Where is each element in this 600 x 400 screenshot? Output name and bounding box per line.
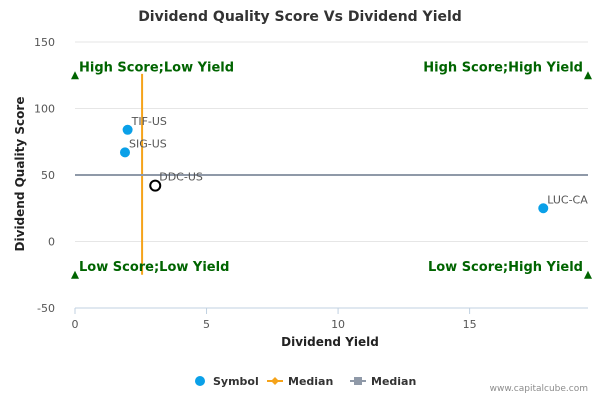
footer-credit: www.capitalcube.com bbox=[489, 384, 588, 394]
chart-title: Dividend Quality Score Vs Dividend Yield bbox=[138, 9, 462, 25]
data-point-luc-ca bbox=[538, 203, 549, 214]
x-tick-label: 10 bbox=[331, 318, 345, 331]
data-point-sig-us bbox=[119, 147, 130, 158]
legend-diamond-marker bbox=[271, 377, 279, 385]
y-tick-label: 50 bbox=[41, 169, 55, 182]
quadrant-label: High Score;Low Yield bbox=[79, 60, 234, 75]
point-label: SIG-US bbox=[129, 137, 167, 150]
quadrant-marker bbox=[71, 270, 79, 279]
point-label: LUC-CA bbox=[547, 193, 588, 206]
y-tick-label: 0 bbox=[48, 236, 55, 249]
quadrant-label: High Score;High Yield bbox=[423, 60, 583, 75]
quadrant-marker bbox=[584, 71, 592, 80]
quadrant-marker bbox=[584, 270, 592, 279]
x-axis-label: Dividend Yield bbox=[281, 335, 379, 349]
quadrant-label: Low Score;High Yield bbox=[428, 260, 583, 275]
y-axis-label: Dividend Quality Score bbox=[13, 97, 27, 252]
quadrant-marker bbox=[71, 71, 79, 80]
plot-area: -50 0 50 100 150 0 5 10 15 High Score;Low Yield Hi… bbox=[34, 36, 592, 331]
data-point-tif-us bbox=[122, 124, 133, 135]
y-tick-label: -50 bbox=[37, 302, 55, 315]
x-tick-label: 5 bbox=[203, 318, 210, 331]
quadrant-label: Low Score;Low Yield bbox=[79, 260, 229, 275]
x-tick-label: 15 bbox=[463, 318, 477, 331]
legend-label: Median bbox=[288, 375, 333, 388]
y-tick-label: 100 bbox=[34, 103, 55, 116]
x-tick-label: 0 bbox=[72, 318, 79, 331]
data-point-ddc-us bbox=[149, 179, 162, 192]
y-tick-label: 150 bbox=[34, 36, 55, 49]
point-label: TIF-US bbox=[131, 115, 167, 128]
legend-label: Symbol bbox=[213, 375, 259, 388]
legend-square-marker bbox=[354, 377, 362, 385]
legend-label: Median bbox=[371, 375, 416, 388]
point-label: DDC-US bbox=[159, 171, 203, 184]
legend-symbol-marker bbox=[195, 376, 205, 386]
legend: Symbol Median Median bbox=[195, 375, 416, 388]
